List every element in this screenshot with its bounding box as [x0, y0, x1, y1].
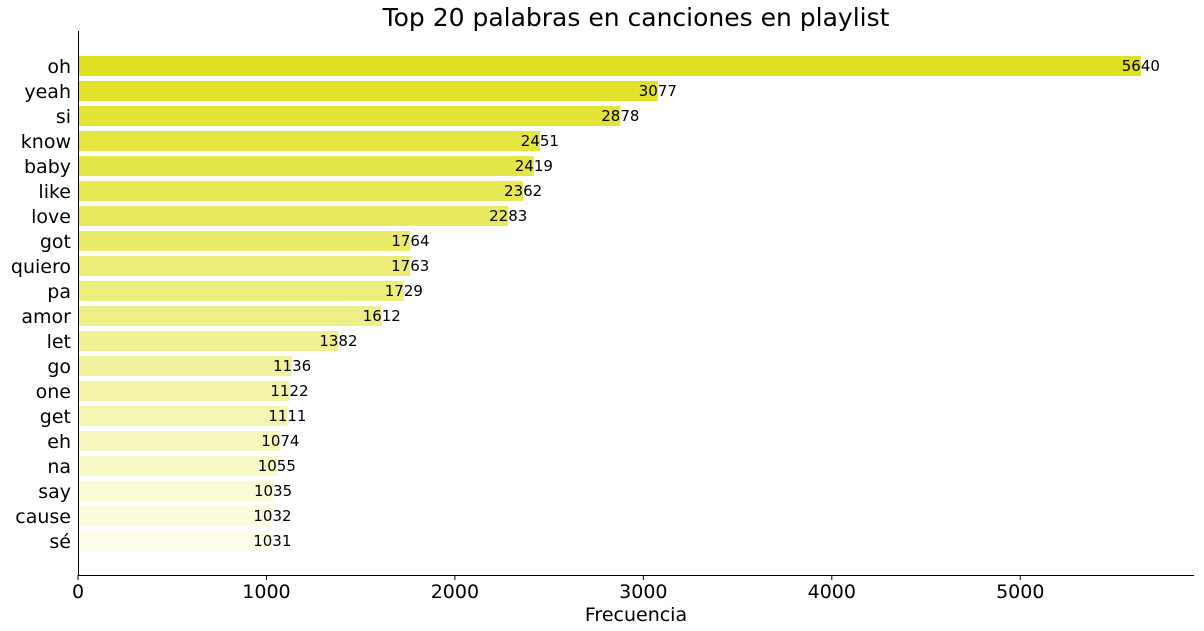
value-label: 3077 — [639, 82, 677, 100]
value-label: 1612 — [363, 307, 401, 325]
bar-quiero — [78, 256, 411, 276]
x-tick-label: 0 — [72, 581, 84, 603]
bar-oh — [78, 56, 1141, 76]
category-labels: oh yeah si know baby like love got quiero pa amor l… — [11, 56, 71, 553]
category-label: get — [40, 406, 71, 428]
value-label: 2362 — [504, 182, 542, 200]
value-label: 1382 — [319, 332, 357, 350]
category-label: na — [47, 456, 71, 478]
bar-love — [78, 206, 509, 226]
bar-na — [78, 456, 277, 476]
bar-cause — [78, 506, 273, 526]
category-label: baby — [24, 156, 71, 178]
category-label: eh — [47, 431, 71, 453]
value-label: 5640 — [1122, 57, 1160, 75]
category-label: si — [56, 106, 71, 128]
bar-got — [78, 231, 411, 251]
category-label: like — [38, 181, 71, 203]
category-label: sé — [49, 531, 71, 553]
bar-baby — [78, 156, 534, 176]
x-axis-ticks: 0 1000 2000 3000 4000 5000 — [72, 575, 1044, 603]
value-label: 2451 — [521, 132, 559, 150]
value-label: 1035 — [254, 482, 292, 500]
bar-one — [78, 381, 290, 401]
category-label: amor — [21, 306, 71, 328]
bar-get — [78, 406, 288, 426]
value-label: 1032 — [253, 507, 291, 525]
value-label: 1763 — [391, 257, 429, 275]
bar-amor — [78, 306, 382, 326]
category-label: got — [40, 231, 71, 253]
x-tick-label: 5000 — [996, 581, 1044, 603]
chart-title: Top 20 palabras en canciones en playlist — [382, 3, 890, 32]
bar-eh — [78, 431, 281, 451]
value-label: 1764 — [391, 232, 429, 250]
category-label: love — [31, 206, 71, 228]
bar-know — [78, 131, 540, 151]
bar-say — [78, 481, 274, 501]
category-label: pa — [47, 281, 71, 303]
value-label: 2283 — [489, 207, 527, 225]
bar-pa — [78, 281, 404, 301]
value-label: 1074 — [261, 432, 299, 450]
bar-like — [78, 181, 524, 201]
x-tick-label: 1000 — [242, 581, 290, 603]
value-label: 1122 — [270, 382, 308, 400]
x-tick-label: 2000 — [431, 581, 479, 603]
value-label: 1729 — [385, 282, 423, 300]
x-tick-label: 4000 — [808, 581, 856, 603]
x-tick-label: 3000 — [619, 581, 667, 603]
x-axis-label: Frecuencia — [585, 604, 687, 626]
bar-let — [78, 331, 339, 351]
category-label: know — [21, 131, 71, 153]
value-label: 1111 — [268, 407, 306, 425]
bar-yeah — [78, 81, 658, 101]
category-label: one — [36, 381, 71, 403]
value-label: 1031 — [253, 532, 291, 550]
bars-group — [78, 56, 1141, 551]
value-label: 1055 — [258, 457, 296, 475]
value-label: 1136 — [273, 357, 311, 375]
bar-si — [78, 106, 621, 126]
category-label: yeah — [24, 81, 71, 103]
category-label: quiero — [11, 256, 71, 278]
value-label: 2878 — [601, 107, 639, 125]
category-label: go — [47, 356, 71, 378]
category-label: oh — [47, 56, 71, 78]
bar-go — [78, 356, 293, 376]
value-label: 2419 — [515, 157, 553, 175]
category-label: cause — [15, 506, 71, 528]
bar-sé — [78, 531, 273, 551]
category-label: say — [38, 481, 71, 503]
category-label: let — [47, 331, 71, 353]
